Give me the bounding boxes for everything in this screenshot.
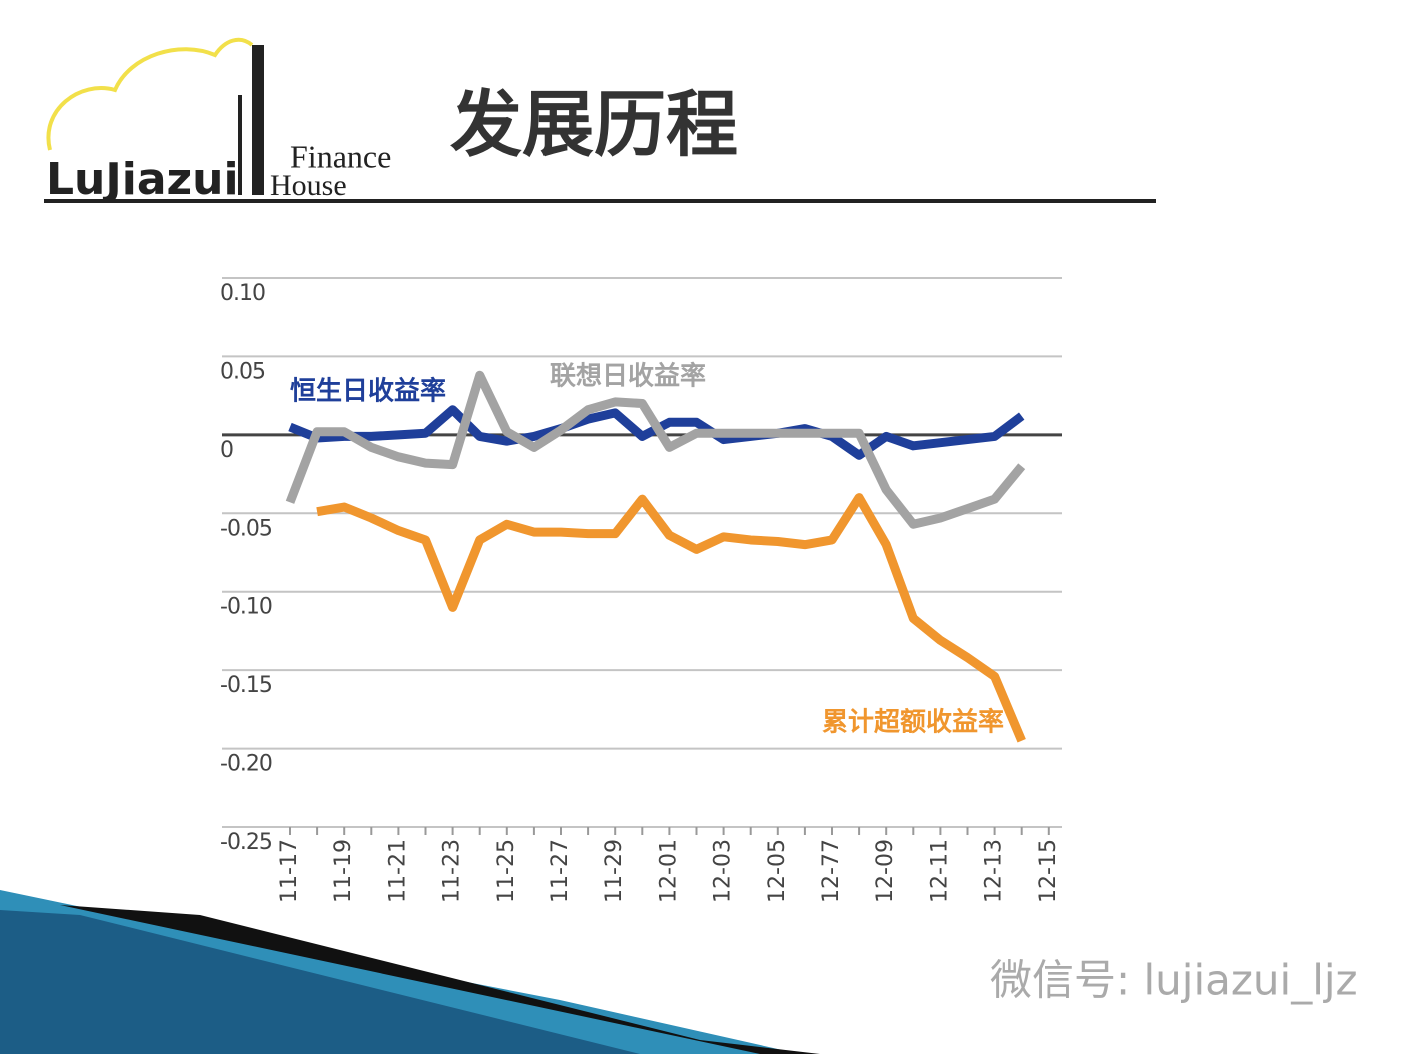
- x-tick-label: 11-19: [331, 839, 356, 903]
- x-tick-label: 12-13: [982, 839, 1007, 903]
- logo-cloud: [46, 37, 254, 151]
- x-tick-label: 12-09: [873, 839, 898, 903]
- series-line: [285, 370, 1026, 529]
- series-label: 恒生日收益率: [290, 376, 446, 407]
- logo-finance: Finance: [290, 138, 391, 174]
- x-tick-label: 12-77: [819, 839, 844, 903]
- logo-tower: [252, 45, 264, 195]
- y-tick-label: 0.10: [220, 281, 265, 306]
- x-tick-label: 12-11: [927, 839, 952, 903]
- y-tick-label: -0.15: [220, 673, 272, 698]
- x-tick-label: 11-23: [440, 839, 465, 903]
- y-tick-label: -0.25: [220, 830, 272, 855]
- x-tick-label: 12-03: [711, 839, 736, 903]
- x-tick-label: 11-21: [385, 839, 410, 903]
- y-tick-label: 0: [220, 438, 233, 463]
- y-tick-label: 0.05: [220, 359, 265, 384]
- x-tick-label: 11-29: [602, 839, 627, 903]
- logo-name: LuJiazui: [46, 154, 239, 205]
- logo-tower: [238, 95, 242, 195]
- x-tick-label: 11-25: [494, 839, 519, 903]
- y-tick-label: -0.10: [220, 595, 272, 620]
- x-tick-label: 11-27: [548, 839, 573, 903]
- series-label: 累计超额收益率: [822, 707, 1004, 738]
- series-label: 联想日收益率: [550, 361, 706, 392]
- swoosh: [0, 910, 640, 1054]
- x-tick-label: 12-05: [765, 839, 790, 903]
- x-tick-label: 12-15: [1036, 839, 1061, 903]
- chart: 0.10 0.05 0 -0.05 -0.10 -0.15 -0.20 -0.25 11-17 1…: [220, 277, 1062, 903]
- watermark: 微信号: lujiazui_ljz: [990, 956, 1358, 1005]
- y-tick-label: -0.20: [220, 752, 272, 777]
- swoosh: [60, 905, 820, 1054]
- x-tick-label: 12-01: [656, 839, 681, 903]
- series-line: [316, 493, 1026, 743]
- logo-house: House: [270, 169, 347, 202]
- x-tick-label: 11-17: [277, 839, 302, 903]
- slide-title: 发展历程: [450, 83, 738, 167]
- y-tick-label: -0.05: [220, 516, 272, 541]
